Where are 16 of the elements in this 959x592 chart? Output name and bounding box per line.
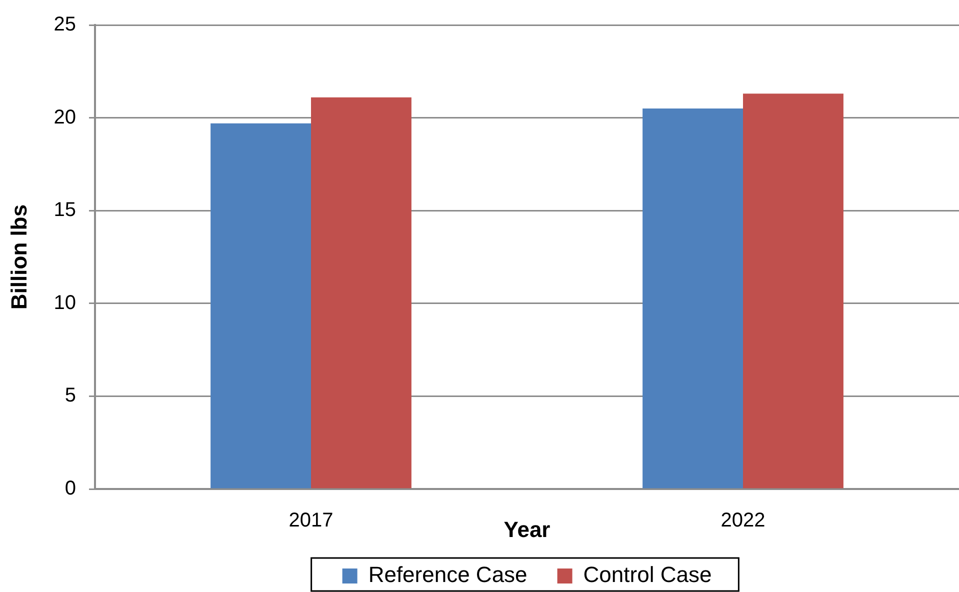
legend-label: Reference Case: [368, 562, 528, 588]
x-tick-label: 2022: [720, 510, 766, 532]
bar: [743, 94, 844, 488]
bar: [642, 108, 743, 488]
y-axis-title: Billion lbs: [6, 204, 32, 310]
y-tick-label: 5: [64, 384, 76, 407]
bar: [311, 97, 412, 488]
y-tick-label: 10: [54, 292, 76, 314]
x-tick-label: 2017: [288, 510, 334, 532]
legend-label: Control Case: [583, 562, 712, 588]
y-tick-label: 0: [64, 478, 76, 500]
x-axis-title: Year: [504, 516, 551, 542]
bar: [210, 123, 311, 488]
y-tick-label: 15: [54, 199, 76, 222]
y-tick-label: 25: [54, 14, 76, 36]
y-tick-label: 20: [54, 106, 76, 128]
